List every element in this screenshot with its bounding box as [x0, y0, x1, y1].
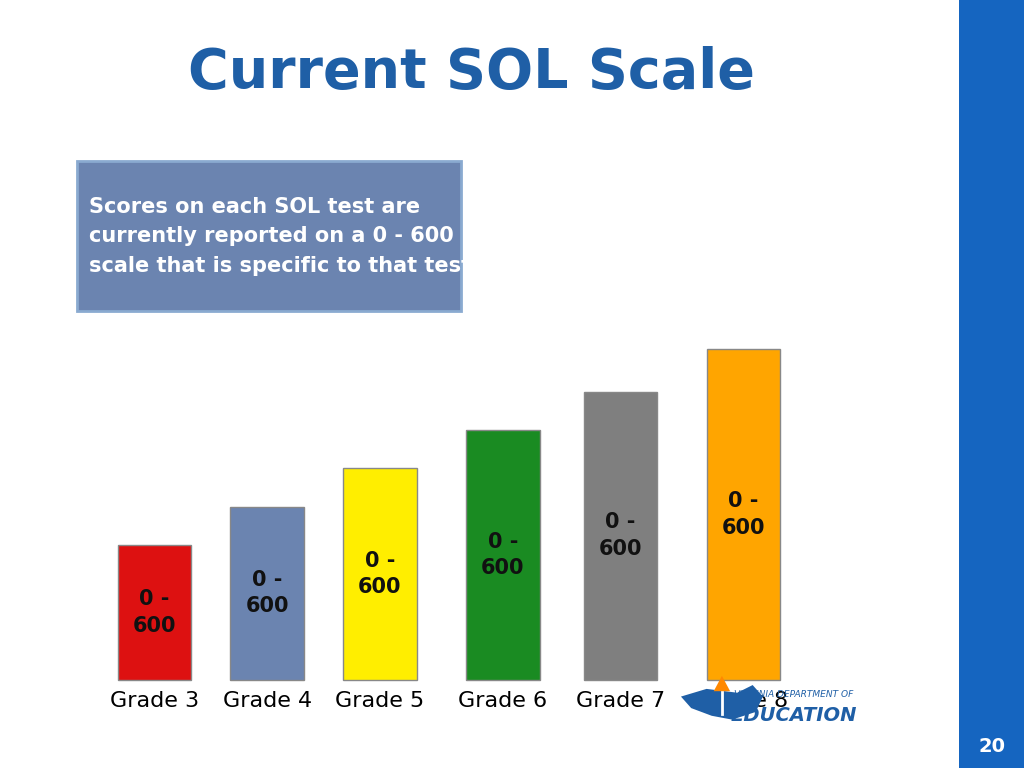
- Text: Grade 7: Grade 7: [575, 691, 666, 711]
- Text: 0 -
600: 0 - 600: [358, 551, 401, 598]
- Text: 0 -
600: 0 - 600: [246, 570, 289, 617]
- Text: 0 -
600: 0 - 600: [722, 492, 765, 538]
- Text: Grade 6: Grade 6: [458, 691, 548, 711]
- Text: Current SOL Scale: Current SOL Scale: [187, 46, 755, 100]
- FancyBboxPatch shape: [343, 468, 417, 680]
- Polygon shape: [681, 685, 763, 720]
- Text: Grade 3: Grade 3: [110, 691, 200, 711]
- Text: Grade 8: Grade 8: [698, 691, 788, 711]
- FancyBboxPatch shape: [118, 545, 191, 680]
- FancyBboxPatch shape: [584, 392, 657, 680]
- Text: 20: 20: [978, 737, 1006, 756]
- Text: 0 -
600: 0 - 600: [133, 589, 176, 636]
- Text: VIRGINIA DEPARTMENT OF: VIRGINIA DEPARTMENT OF: [734, 690, 853, 699]
- Text: Grade 4: Grade 4: [222, 691, 312, 711]
- Text: 0 -
600: 0 - 600: [481, 531, 524, 578]
- Text: Scores on each SOL test are
currently reported on a 0 - 600
scale that is specif: Scores on each SOL test are currently re…: [89, 197, 479, 276]
- FancyBboxPatch shape: [707, 349, 780, 680]
- Text: EDUCATION: EDUCATION: [730, 707, 857, 725]
- Bar: [959, 0, 1024, 768]
- Text: 0 -
600: 0 - 600: [599, 512, 642, 559]
- Polygon shape: [714, 676, 730, 691]
- Text: Grade 5: Grade 5: [335, 691, 425, 711]
- FancyBboxPatch shape: [230, 507, 304, 680]
- FancyBboxPatch shape: [77, 161, 461, 311]
- FancyBboxPatch shape: [466, 430, 540, 680]
